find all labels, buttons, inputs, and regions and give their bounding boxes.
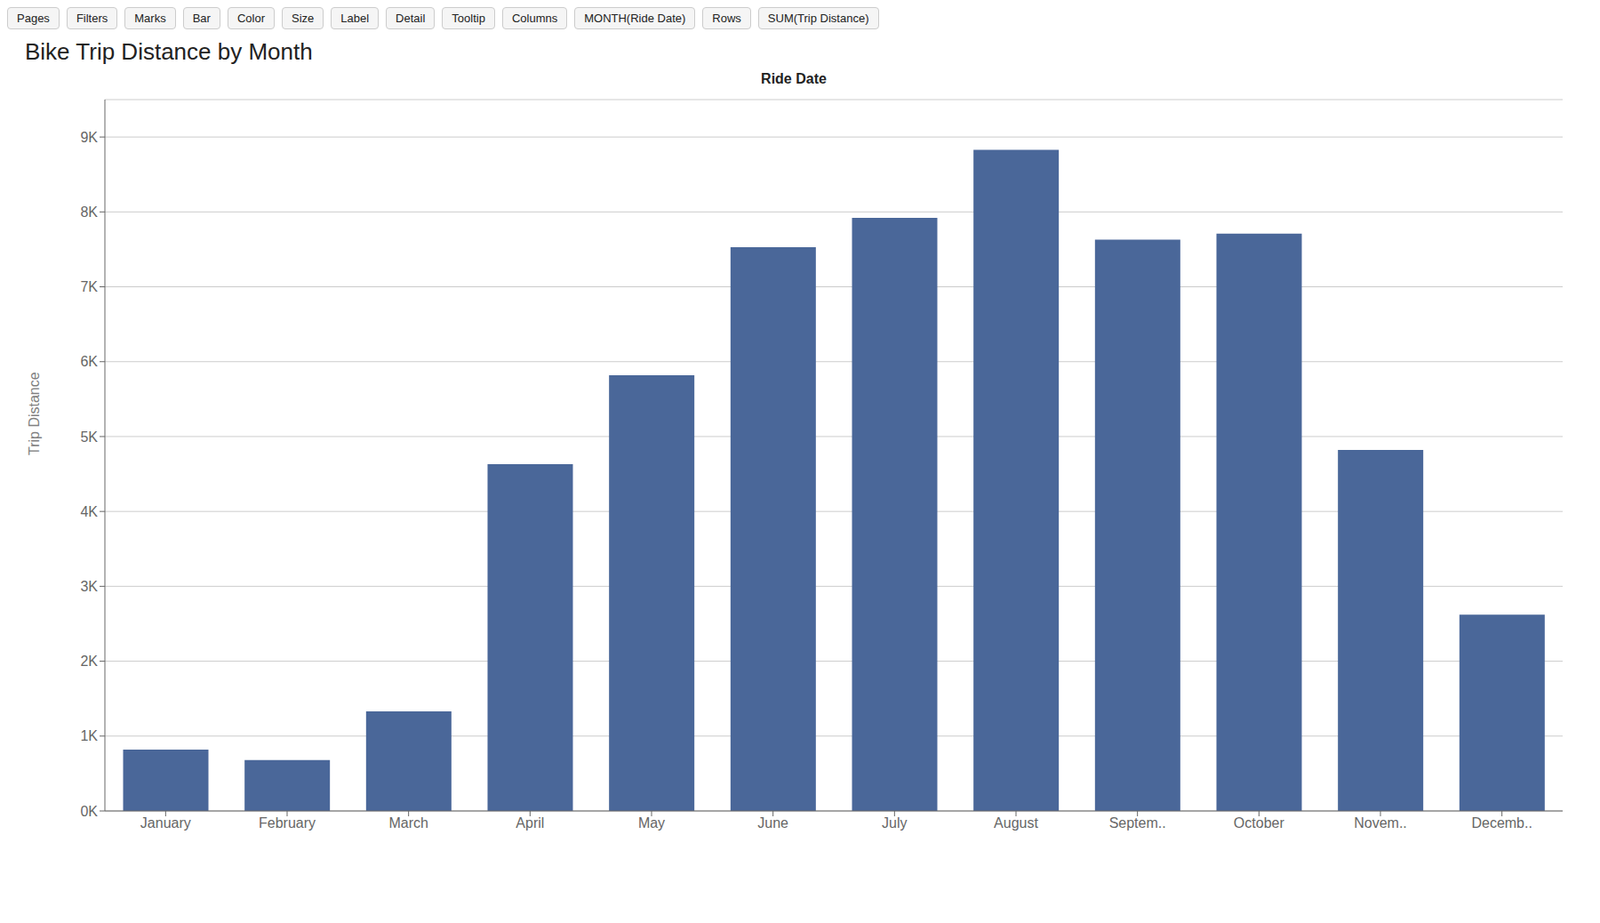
html-text:Size: Size xyxy=(291,11,315,25)
html-text:Rows: Rows xyxy=(712,11,742,25)
html-text:Bike Trip Distance by Month: Bike Trip Distance by Month xyxy=(24,38,313,65)
svg-text:July: July xyxy=(881,815,907,831)
svg-text:January: January xyxy=(140,815,192,831)
html-text:Tooltip: Tooltip xyxy=(451,11,486,25)
svg-text:February: February xyxy=(258,815,316,831)
svg-text:Novem..: Novem.. xyxy=(1353,815,1408,831)
svg-text:Trip Distance: Trip Distance xyxy=(26,371,42,456)
svg-text:Decemb..: Decemb.. xyxy=(1471,815,1532,831)
svg-text:4K: 4K xyxy=(80,504,98,520)
html-text:Marks: Marks xyxy=(134,11,166,25)
html-text:Columns: Columns xyxy=(511,11,558,25)
svg-text:August: August xyxy=(993,815,1039,831)
svg-text:3K: 3K xyxy=(80,578,98,594)
svg-text:Septem..: Septem.. xyxy=(1109,815,1167,831)
svg-text:9K: 9K xyxy=(80,129,98,145)
html-text:SUM(Trip Distance): SUM(Trip Distance) xyxy=(767,11,869,25)
svg-text:March: March xyxy=(388,815,428,831)
html-text:Filters: Filters xyxy=(76,11,108,25)
svg-text:June: June xyxy=(757,815,789,831)
html-text:Ride Date: Ride Date xyxy=(760,71,827,87)
svg-text:2K: 2K xyxy=(80,653,98,669)
html-text:Label: Label xyxy=(340,11,369,25)
svg-text:1K: 1K xyxy=(80,728,98,744)
html-text:Detail: Detail xyxy=(395,11,426,25)
svg-text:7K: 7K xyxy=(80,279,98,295)
html-text:Pages: Pages xyxy=(16,11,50,25)
svg-text:0K: 0K xyxy=(80,803,98,819)
html-text:MONTH(Ride Date): MONTH(Ride Date) xyxy=(584,11,686,25)
svg-text:8K: 8K xyxy=(80,204,98,220)
svg-text:May: May xyxy=(638,815,665,831)
svg-text:5K: 5K xyxy=(80,429,98,445)
html-text:Bar: Bar xyxy=(192,11,211,25)
html-text:Color: Color xyxy=(237,11,265,25)
svg-text:April: April xyxy=(515,815,544,831)
svg-text:October: October xyxy=(1233,815,1286,831)
svg-text:6K: 6K xyxy=(80,353,98,369)
